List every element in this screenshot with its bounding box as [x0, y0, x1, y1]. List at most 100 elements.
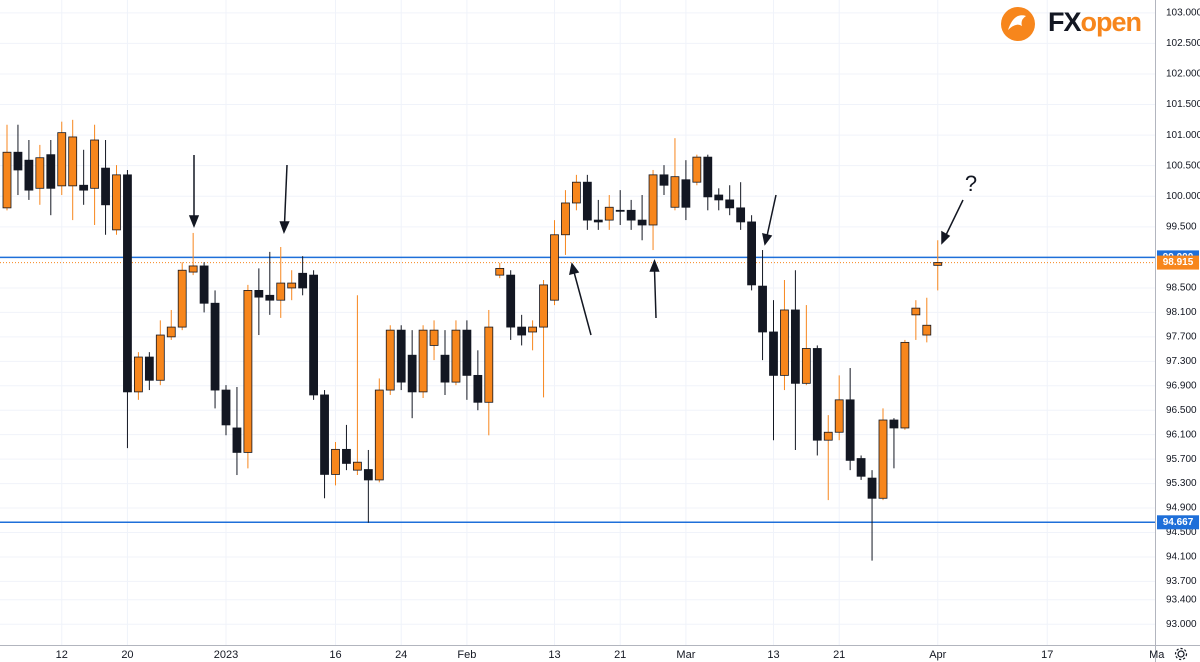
candle-body: [725, 199, 735, 209]
y-tick-label: 96.900: [1166, 380, 1197, 391]
x-tick-label: 16: [329, 649, 341, 661]
candles: [2, 119, 943, 561]
candle-body: [188, 265, 198, 273]
candle-body: [473, 374, 483, 403]
y-tick-label: 93.700: [1166, 576, 1197, 587]
y-tick-label: 99.500: [1166, 221, 1197, 232]
arrow: [283, 164, 288, 225]
candle-body: [199, 265, 209, 304]
y-tick-label: 94.500: [1166, 527, 1197, 538]
candle-body: [46, 154, 56, 189]
x-tick-label: 21: [833, 649, 845, 661]
logo-fx: FX: [1048, 7, 1081, 37]
candle-body: [681, 179, 691, 208]
candle-body: [900, 341, 910, 429]
candle-body: [342, 448, 351, 464]
x-tick-label: Ma: [1149, 649, 1165, 661]
y-tick-label: 102.500: [1166, 38, 1200, 49]
candle-body: [922, 324, 932, 336]
logo-text: FXopen: [1048, 7, 1141, 37]
candle-body: [659, 174, 669, 186]
y-tick-label: 103.000: [1166, 7, 1200, 18]
candle-body: [911, 307, 921, 316]
candle-body: [177, 269, 187, 328]
candle-body: [506, 274, 516, 328]
x-tick-label: 20: [121, 649, 133, 661]
price-axis: [1156, 0, 1200, 662]
candle-body: [396, 329, 406, 383]
y-tick-label: 96.500: [1166, 405, 1197, 416]
candle-body: [517, 326, 527, 336]
candle-body: [374, 389, 384, 481]
arrow: [766, 194, 777, 237]
candle-body: [57, 132, 67, 187]
candle-body: [791, 309, 800, 384]
axes: 103.000 102.500 102.000 101.500 101.000 100.5…: [56, 7, 1200, 660]
candle-body: [747, 221, 756, 286]
y-tick-label: 94.900: [1166, 503, 1197, 514]
arrowhead: [188, 215, 200, 229]
settings-icon-center: [1177, 650, 1185, 658]
candle-body: [933, 262, 943, 266]
candle-body: [495, 267, 505, 276]
candle-body: [35, 157, 45, 189]
candle-body: [889, 419, 899, 429]
x-tick-label: 24: [395, 649, 407, 661]
arrowhead: [649, 258, 660, 272]
candle-body: [407, 354, 417, 393]
candle-body: [451, 329, 461, 383]
candle-body: [758, 285, 767, 333]
candle-body: [287, 282, 297, 289]
x-tick-label: Mar: [676, 649, 695, 661]
candle-body: [79, 184, 89, 191]
candle-body: [637, 219, 647, 226]
arrowhead: [762, 232, 773, 246]
settings-icon[interactable]: [1174, 647, 1188, 661]
y-tick-label: 100.500: [1166, 160, 1200, 171]
y-tick-label: 98.500: [1166, 283, 1197, 294]
candle-body: [561, 202, 570, 236]
y-tick-label: 95.300: [1166, 478, 1197, 489]
candle-body: [769, 331, 778, 376]
candle-body: [812, 348, 822, 441]
y-tick-label: 98.100: [1166, 307, 1197, 318]
arrow: [945, 199, 964, 236]
candle-body: [418, 329, 428, 393]
candle-body: [714, 194, 724, 201]
candle-body: [539, 284, 548, 328]
candle-body: [276, 282, 286, 301]
time-axis: [0, 646, 1156, 662]
x-tick-label: 12: [56, 649, 68, 661]
candle-body: [856, 458, 866, 477]
candle-body: [166, 326, 176, 338]
settings-icon-gear: [1174, 647, 1188, 661]
price-label: 98.915: [1163, 257, 1194, 268]
candle-body: [528, 326, 537, 333]
candle-body: [429, 329, 439, 346]
candle-body: [133, 356, 143, 393]
candle-body: [867, 477, 877, 499]
logo: FXopen: [1001, 7, 1142, 41]
candle-body: [582, 181, 592, 221]
candle-body: [363, 469, 373, 481]
y-tick-label: 97.300: [1166, 356, 1197, 367]
y-tick-label: 94.100: [1166, 552, 1197, 563]
price-label-box: [1157, 255, 1199, 270]
candle-body: [780, 309, 789, 376]
candle-body: [254, 290, 264, 298]
x-tick-label: 21: [614, 649, 626, 661]
candle-body: [2, 151, 12, 209]
arrowhead: [569, 262, 580, 276]
x-tick-label: Feb: [457, 649, 476, 661]
arrows: [188, 155, 964, 336]
x-tick-label: Apr: [929, 649, 946, 661]
candle-body: [90, 139, 99, 189]
candle-body: [615, 209, 625, 212]
candle-body: [352, 461, 362, 471]
y-tick-label: 101.500: [1166, 99, 1200, 110]
candle-body: [144, 356, 154, 381]
candle-body: [703, 156, 713, 198]
y-tick-label: 93.400: [1166, 594, 1197, 605]
